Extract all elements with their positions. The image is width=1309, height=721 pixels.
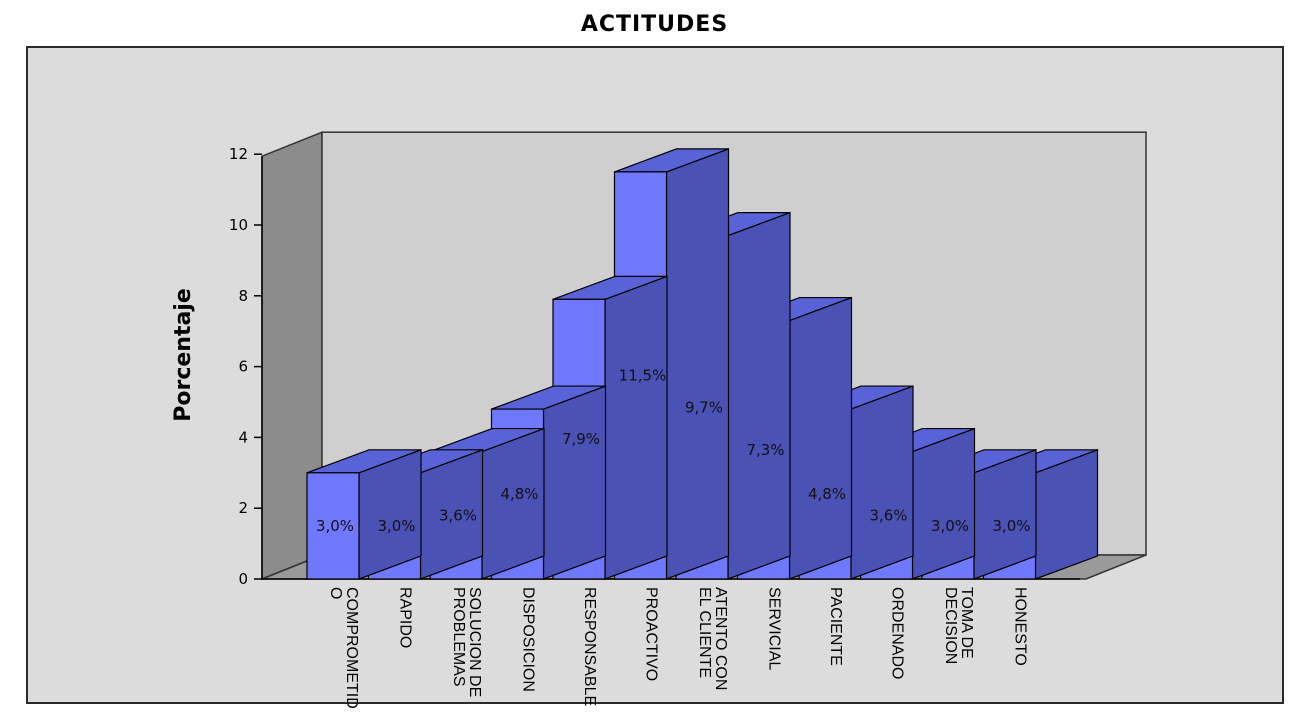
bar-side (604, 275, 668, 580)
data-label: 9,7% (685, 398, 723, 416)
category-label: TOMA DE (958, 587, 975, 659)
data-label: 11,5% (619, 366, 667, 384)
category-label: SOLUCION DE (466, 587, 483, 697)
bar-side (788, 296, 853, 580)
chart-title: ACTITUDES (580, 12, 729, 37)
category-label: DISPOSICION (520, 587, 537, 692)
y-tick-label: 2 (238, 499, 248, 517)
category-label: ORDENADO (889, 587, 906, 679)
bar-side (850, 385, 914, 580)
bar-side (911, 427, 976, 580)
bar-side (727, 211, 791, 580)
y-tick-label: 8 (238, 287, 248, 305)
category-label: EL CLIENTE (696, 587, 713, 678)
data-label: 3,0% (377, 517, 415, 535)
data-label: 7,9% (562, 430, 600, 448)
y-tick-label: 6 (238, 358, 248, 376)
data-label: 3,6% (439, 506, 477, 524)
bar-side (481, 427, 545, 580)
y-tick-label: 10 (229, 216, 248, 234)
bar (306, 472, 360, 580)
category-label: ATENTO CON (712, 587, 729, 690)
data-label: 3,0% (931, 517, 969, 535)
bar-side (542, 385, 607, 580)
bar-side (665, 148, 730, 580)
category-label: DECISION (942, 587, 959, 664)
category-label: RAPIDO (397, 587, 414, 648)
category-label: COMPROMETID (343, 587, 360, 709)
category-label: SERVICIAL (766, 587, 783, 670)
y-tick-label: 4 (238, 428, 248, 446)
data-label: 3,0% (316, 517, 354, 535)
y-axis-title: Porcentaje (171, 288, 196, 422)
category-label: O (327, 587, 344, 599)
data-label: 3,6% (869, 506, 907, 524)
category-label: PACIENTE (827, 587, 844, 666)
y-tick-label: 12 (229, 145, 248, 163)
category-label: RESPONSABLE (581, 587, 598, 706)
data-label: 7,3% (746, 441, 784, 459)
y-tick-label: 0 (238, 570, 248, 588)
category-label: PROACTIVO (643, 587, 660, 681)
category-label: PROBLEMAS (450, 587, 467, 687)
data-label: 4,8% (808, 485, 846, 503)
data-label: 3,0% (992, 517, 1030, 535)
data-label: 4,8% (500, 485, 538, 503)
category-label: HONESTO (1012, 587, 1029, 666)
